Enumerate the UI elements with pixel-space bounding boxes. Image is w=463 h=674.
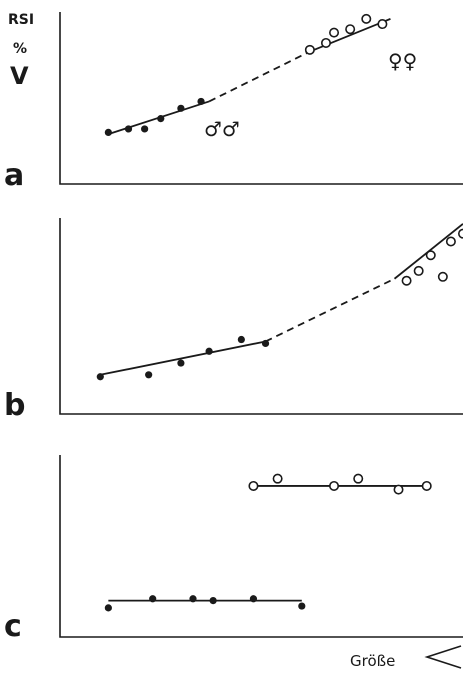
panel-c-filled-point xyxy=(104,604,112,612)
panel-b xyxy=(59,218,463,415)
panel-a-filled-point xyxy=(177,104,185,112)
x-axis-label: Größe xyxy=(350,652,395,670)
panel-c-open-point xyxy=(329,480,340,491)
panel-letter-b: b xyxy=(4,388,25,423)
panel-c-open-point xyxy=(393,484,404,495)
females-symbol: ♀♀ xyxy=(388,49,417,73)
panel-b-open-point xyxy=(425,250,436,261)
panel-letter-a: a xyxy=(4,158,24,193)
panel-c-filled-point xyxy=(149,595,157,603)
panel-b-open-point xyxy=(458,228,463,239)
panel-b-dashed-line xyxy=(265,277,395,343)
y-label-percent: % xyxy=(13,41,27,57)
panel-c-filled-point xyxy=(189,595,197,603)
panel-b-open-point xyxy=(445,236,456,247)
panel-c-marks xyxy=(104,473,432,612)
panel-a-open-point xyxy=(320,37,331,48)
panel-b-open-point xyxy=(437,271,448,282)
y-label-rsi: RSI xyxy=(8,12,34,28)
panel-letter-c: c xyxy=(4,609,22,644)
panel-b-filled-point xyxy=(145,371,153,379)
panel-a-filled-point xyxy=(197,97,205,106)
panel-b-filled-point xyxy=(237,335,245,344)
panel-a-filled-point xyxy=(124,125,133,133)
panel-a-axes xyxy=(59,12,463,185)
panel-c-filled-point xyxy=(249,595,258,603)
panel-b-filled-point xyxy=(96,373,104,381)
panel-a-filled-point xyxy=(141,125,149,133)
panel-a-marks xyxy=(104,13,391,136)
panel-a xyxy=(59,12,463,185)
panel-a-dashed-line xyxy=(208,50,311,103)
males-symbol: ♂♂ xyxy=(204,117,240,141)
panel-c xyxy=(59,455,463,638)
panel-a-open-point xyxy=(345,24,356,35)
panel-c-open-point xyxy=(353,473,364,484)
panel-b-filled-point xyxy=(261,339,270,348)
panel-a-open-point xyxy=(304,44,315,55)
panel-c-open-point xyxy=(272,473,283,484)
panel-b-open-point xyxy=(413,265,424,276)
panel-b-marks xyxy=(96,223,463,381)
panel-c-open-point xyxy=(248,480,259,491)
panel-b-filled-point xyxy=(205,347,213,355)
panel-c-open-point xyxy=(421,480,432,491)
panel-c-filled-point xyxy=(209,597,217,605)
panel-c-axes xyxy=(59,455,463,638)
panel-a-filled-point xyxy=(104,128,112,136)
panel-a-filled-point xyxy=(157,115,165,123)
panel-b-filled-point xyxy=(177,359,185,367)
panel-a-open-point xyxy=(377,19,388,30)
panel-b-axes xyxy=(59,218,463,415)
panel-b-fit-line-1 xyxy=(100,340,266,376)
panel-a-open-point xyxy=(329,27,340,38)
y-label-v: V xyxy=(10,62,29,90)
panel-c-filled-point xyxy=(298,602,306,610)
panel-b-open-point xyxy=(401,275,412,286)
panel-a-open-point xyxy=(361,13,372,24)
x-axis-arrow xyxy=(424,645,462,669)
